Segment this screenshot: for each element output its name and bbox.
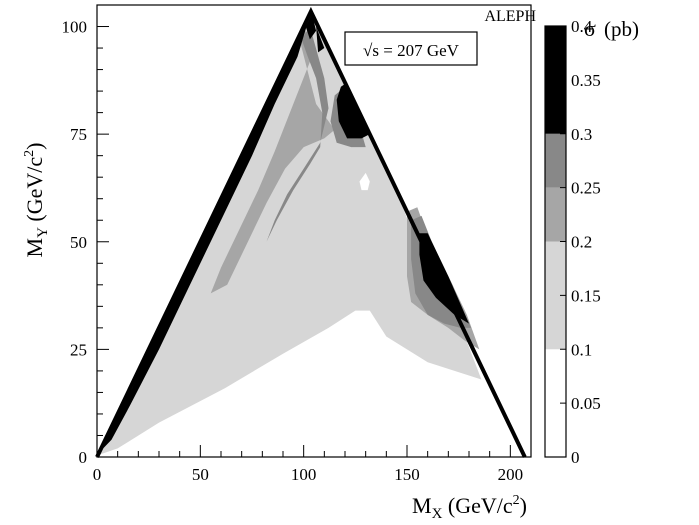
region-0.3-0.4-6 [305, 13, 317, 40]
colorbar-band-2 [545, 187, 566, 242]
colorbar-band-1 [545, 241, 566, 350]
colorbar-band-4 [545, 26, 566, 134]
region-0.3-0.4-10 [419, 233, 469, 324]
colorbar-tick-label: 0.35 [571, 71, 601, 90]
axes: 0 50 100 150 200 0 25 50 75 100 [62, 4, 532, 484]
colorbar-tick-label: 0.05 [571, 394, 601, 413]
colorbar: 0 0.05 0.1 0.15 0.2 0.25 0.3 0.35 0.4 [544, 17, 601, 467]
region-0.3-0.4-8 [316, 26, 325, 53]
svg-text:(pb): (pb) [604, 17, 639, 41]
colorbar-title: σ (pb) [584, 16, 639, 41]
region-0.3-0.4-9 [336, 82, 370, 139]
x-tick-label: 200 [498, 465, 524, 484]
x-tick-label: 100 [291, 465, 317, 484]
y-tick-label: 0 [79, 448, 88, 467]
x-tick-label: 50 [192, 465, 209, 484]
experiment-label: ALEPH [484, 8, 536, 25]
region-0.1-0.2-0 [99, 15, 482, 455]
svg-text:σ: σ [584, 16, 596, 41]
plot-area [95, 5, 531, 458]
region-0-0.1-11 [359, 172, 370, 191]
kinematic-boundary [95, 6, 527, 458]
y-tick-label: 50 [70, 233, 87, 252]
energy-label: √s = 207 GeV [363, 41, 460, 60]
x-axis-title: MX (GeV/c2) [412, 493, 527, 522]
colorbar-band-0 [545, 349, 566, 457]
plot-frame [96, 4, 532, 458]
x-tick-label: 150 [394, 465, 420, 484]
colorbar-tick-label: 0.2 [571, 233, 592, 252]
colorbar-tick-label: 0.15 [571, 286, 601, 305]
colorbar-tick-label: 0.3 [571, 125, 592, 144]
y-tick-label: 25 [70, 340, 87, 359]
colorbar-tick-label: 0.25 [571, 179, 601, 198]
y-tick-label: 75 [70, 125, 87, 144]
colorbar-tick-label: 0 [571, 448, 580, 467]
y-axis-title: MY (GeV/c2) [22, 143, 51, 258]
y-tick-label: 100 [62, 18, 88, 37]
region-0.2-0.25-1 [210, 30, 335, 294]
x-tick-label: 0 [93, 465, 102, 484]
colorbar-tick-label: 0.4 [571, 17, 593, 36]
energy-box: √s = 207 GeV [344, 31, 478, 66]
colorbar-band-3 [545, 133, 566, 188]
colorbar-tick-label: 0.1 [571, 340, 592, 359]
